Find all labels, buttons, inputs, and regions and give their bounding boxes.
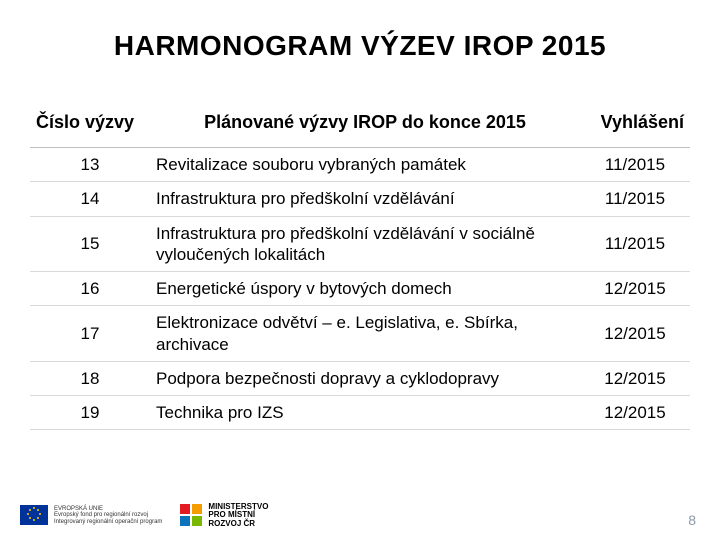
table-row: 13 Revitalizace souboru vybraných památe… [30,148,690,182]
cell-announce: 11/2015 [580,216,690,272]
cell-name: Technika pro IZS [150,396,580,430]
eu-logo: EVROPSKÁ UNIE Evropský fond pro regionál… [20,505,162,525]
cell-announce: 12/2015 [580,361,690,395]
table-row: 17 Elektronizace odvětví – e. Legislativ… [30,306,690,362]
col-header-announce: Vyhlášení [580,102,690,148]
cell-name: Energetické úspory v bytových domech [150,272,580,306]
cell-name: Elektronizace odvětví – e. Legislativa, … [150,306,580,362]
cell-announce: 12/2015 [580,306,690,362]
table-row: 14 Infrastruktura pro předškolní vzděláv… [30,182,690,216]
cell-number: 16 [30,272,150,306]
ministry-line3: ROZVOJ ČR [208,520,268,528]
slide: HARMONOGRAM VÝZEV IROP 2015 Číslo výzvy … [0,0,720,540]
eu-line1: EVROPSKÁ UNIE [54,506,162,513]
cell-number: 14 [30,182,150,216]
ministry-logo: MINISTERSTVO PRO MÍSTNÍ ROZVOJ ČR [180,503,268,528]
eu-flag-icon [20,505,48,525]
page-title: HARMONOGRAM VÝZEV IROP 2015 [30,30,690,62]
table-row: 15 Infrastruktura pro předškolní vzděláv… [30,216,690,272]
eu-line2: Evropský fond pro regionální rozvoj [54,512,162,519]
cell-name: Podpora bezpečnosti dopravy a cyklodopra… [150,361,580,395]
cell-name: Infrastruktura pro předškolní vzdělávání [150,182,580,216]
ministry-mark-icon [180,504,202,526]
cell-number: 15 [30,216,150,272]
cell-number: 19 [30,396,150,430]
cell-announce: 12/2015 [580,272,690,306]
ministry-logo-text: MINISTERSTVO PRO MÍSTNÍ ROZVOJ ČR [208,503,268,528]
footer-logos: EVROPSKÁ UNIE Evropský fond pro regionál… [20,503,268,528]
cell-number: 17 [30,306,150,362]
table-row: 18 Podpora bezpečnosti dopravy a cyklodo… [30,361,690,395]
cell-number: 13 [30,148,150,182]
cell-number: 18 [30,361,150,395]
eu-logo-text: EVROPSKÁ UNIE Evropský fond pro regionál… [54,506,162,526]
cell-announce: 11/2015 [580,182,690,216]
cell-announce: 11/2015 [580,148,690,182]
schedule-table: Číslo výzvy Plánované výzvy IROP do konc… [30,102,690,430]
table-row: 16 Energetické úspory v bytových domech … [30,272,690,306]
table-row: 19 Technika pro IZS 12/2015 [30,396,690,430]
eu-line3: Integrovaný regionální operační program [54,519,162,526]
cell-name: Revitalizace souboru vybraných památek [150,148,580,182]
cell-name: Infrastruktura pro předškolní vzdělávání… [150,216,580,272]
col-header-number: Číslo výzvy [30,102,150,148]
col-header-name: Plánované výzvy IROP do konce 2015 [150,102,580,148]
cell-announce: 12/2015 [580,396,690,430]
page-number: 8 [688,512,696,528]
table-header-row: Číslo výzvy Plánované výzvy IROP do konc… [30,102,690,148]
